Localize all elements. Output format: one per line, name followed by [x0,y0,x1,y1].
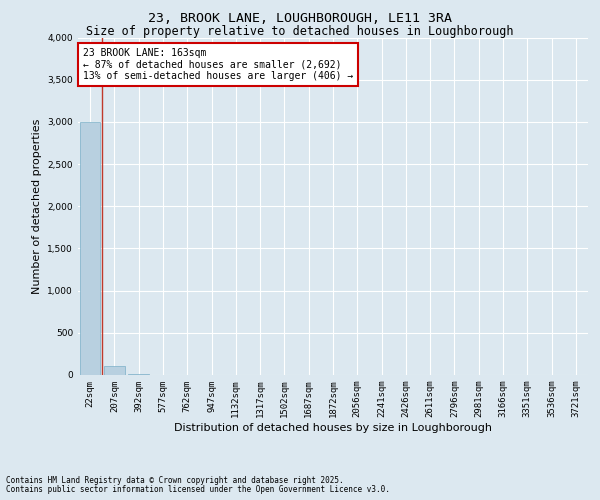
Y-axis label: Number of detached properties: Number of detached properties [32,118,42,294]
Bar [104,366,125,375]
Text: 23, BROOK LANE, LOUGHBOROUGH, LE11 3RA: 23, BROOK LANE, LOUGHBOROUGH, LE11 3RA [148,12,452,26]
X-axis label: Distribution of detached houses by size in Loughborough: Distribution of detached houses by size … [174,423,492,433]
Text: Contains HM Land Registry data © Crown copyright and database right 2025.: Contains HM Land Registry data © Crown c… [6,476,344,485]
Bar [128,374,149,375]
Bar [80,122,100,375]
Text: 23 BROOK LANE: 163sqm
← 87% of detached houses are smaller (2,692)
13% of semi-d: 23 BROOK LANE: 163sqm ← 87% of detached … [83,48,353,81]
Text: Size of property relative to detached houses in Loughborough: Size of property relative to detached ho… [86,25,514,38]
Text: Contains public sector information licensed under the Open Government Licence v3: Contains public sector information licen… [6,484,390,494]
